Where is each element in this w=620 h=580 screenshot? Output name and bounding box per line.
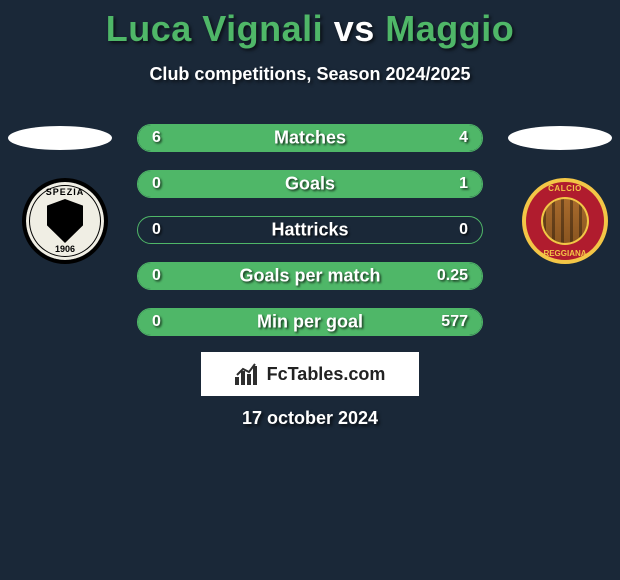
- stat-right-value: 0.25: [437, 267, 468, 285]
- stat-label: Hattricks: [138, 220, 482, 241]
- stat-right-value: 0: [459, 221, 468, 239]
- comparison-title: Luca Vignali vs Maggio: [0, 0, 620, 50]
- stat-fill-left: [138, 125, 344, 151]
- stat-right-value: 1: [459, 175, 468, 193]
- stat-fill-right: [138, 309, 482, 335]
- flag-left: [8, 126, 112, 150]
- stat-row: 0Goals per match0.25: [137, 262, 483, 290]
- flag-right: [508, 126, 612, 150]
- branding-text: FcTables.com: [267, 364, 386, 385]
- subtitle: Club competitions, Season 2024/2025: [0, 64, 620, 85]
- player2-name: Maggio: [385, 8, 514, 49]
- reggiana-crest-bottom: REGGIANA: [526, 249, 604, 258]
- stat-row: 6Matches4: [137, 124, 483, 152]
- reggiana-crest-top: CALCIO: [526, 184, 604, 193]
- player1-name: Luca Vignali: [106, 8, 323, 49]
- stat-left-value: 6: [152, 129, 161, 147]
- stat-right-value: 577: [441, 313, 468, 331]
- snapshot-date: 17 october 2024: [0, 408, 620, 429]
- stat-fill-right: [138, 171, 482, 197]
- branding-badge: FcTables.com: [201, 352, 419, 396]
- vs-separator: vs: [334, 8, 375, 49]
- stat-left-value: 0: [152, 313, 161, 331]
- stats-panel: 6Matches40Goals10Hattricks00Goals per ma…: [137, 124, 483, 354]
- spezia-crest-top: SPEZIA: [26, 187, 104, 197]
- stat-left-value: 0: [152, 175, 161, 193]
- stat-right-value: 4: [459, 129, 468, 147]
- club-badge-left: SPEZIA 1906: [22, 178, 120, 264]
- fctables-icon: [235, 363, 261, 385]
- club-badge-right: CALCIO REGGIANA: [522, 178, 618, 264]
- spezia-crest: SPEZIA 1906: [22, 178, 108, 264]
- stat-row: 0Min per goal577: [137, 308, 483, 336]
- stat-left-value: 0: [152, 221, 161, 239]
- stat-row: 0Hattricks0: [137, 216, 483, 244]
- reggiana-crest: CALCIO REGGIANA: [522, 178, 608, 264]
- stat-row: 0Goals1: [137, 170, 483, 198]
- stat-fill-right: [138, 263, 482, 289]
- spezia-crest-bottom: 1906: [26, 244, 104, 254]
- stat-left-value: 0: [152, 267, 161, 285]
